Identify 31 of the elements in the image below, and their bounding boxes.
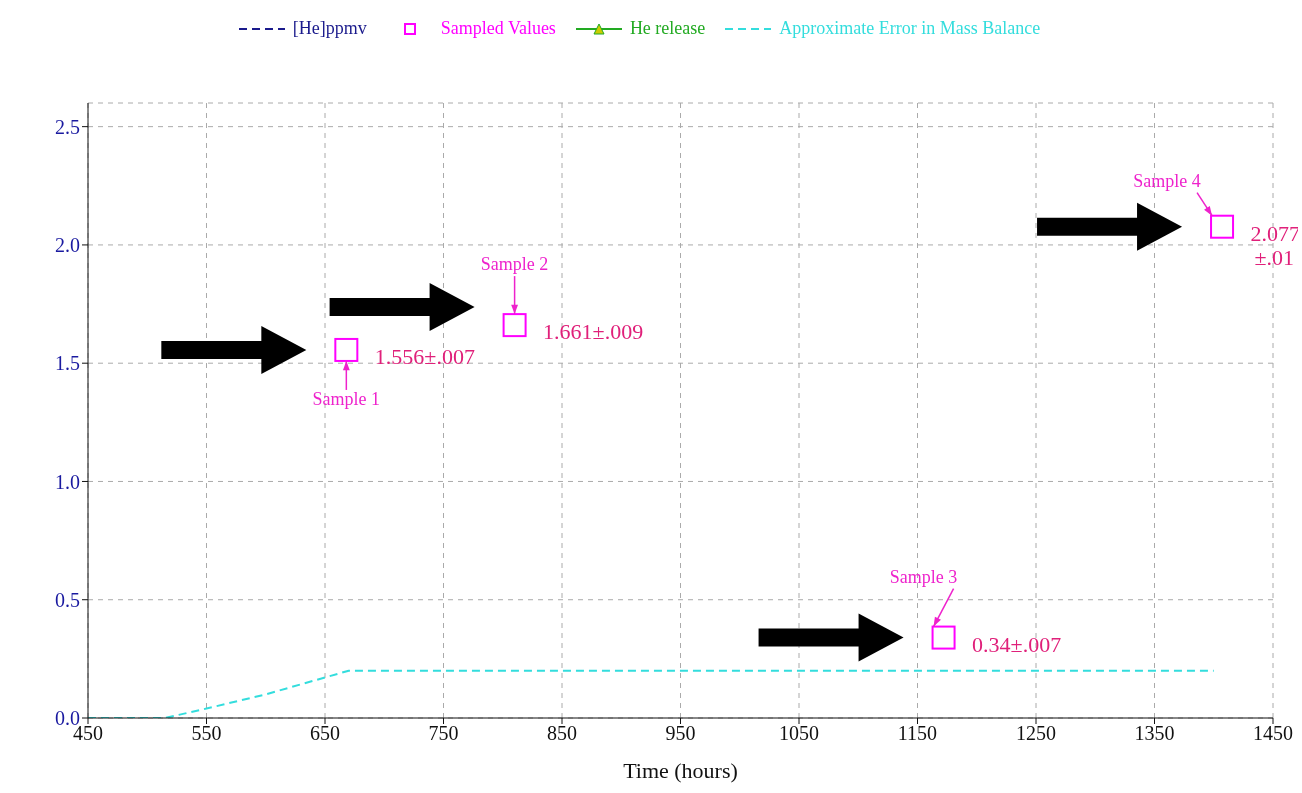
- data-label: 0.34±.007: [972, 631, 1062, 657]
- annotation: Sample 1: [312, 388, 381, 409]
- x-tick-label: 1150: [897, 722, 938, 745]
- data-label: 1.661±.009: [543, 319, 644, 345]
- annotation: Sample 2: [480, 254, 549, 275]
- x-tick-label: 550: [191, 722, 222, 745]
- annotation: Sample 3: [889, 566, 958, 587]
- point: [502, 313, 527, 338]
- x-tick-label: 750: [428, 722, 459, 745]
- x-tick-label: 1350: [1134, 722, 1175, 745]
- legend-label: [He]ppmv: [292, 18, 367, 39]
- y-tick-label: 2.0: [55, 234, 80, 257]
- annotation: Sample 4: [1133, 170, 1201, 191]
- x-tick-label: 1450: [1253, 722, 1293, 745]
- point: [931, 625, 956, 650]
- point: [1210, 214, 1235, 239]
- legend-label: Approximate Error in Mass Balance: [779, 18, 1041, 39]
- y-tick-label: 2.5: [55, 115, 80, 138]
- legend-label: He release: [629, 18, 706, 39]
- x-tick-label: 1250: [1016, 722, 1056, 745]
- y-tick-label: 1.5: [55, 352, 80, 375]
- legend-label: Sampled Values: [440, 18, 556, 39]
- x-tick-label: 1050: [779, 722, 819, 745]
- data-label: 1.556±.007: [374, 343, 475, 369]
- y-tick-label: 0.5: [55, 588, 80, 611]
- x-tick-label: 650: [310, 722, 340, 745]
- y-tick-label: 1.0: [55, 470, 80, 493]
- x-axis-title: Time (hours): [623, 758, 738, 783]
- point: [334, 337, 359, 362]
- x-tick-label: 850: [547, 722, 577, 745]
- x-tick-label: 950: [665, 722, 696, 745]
